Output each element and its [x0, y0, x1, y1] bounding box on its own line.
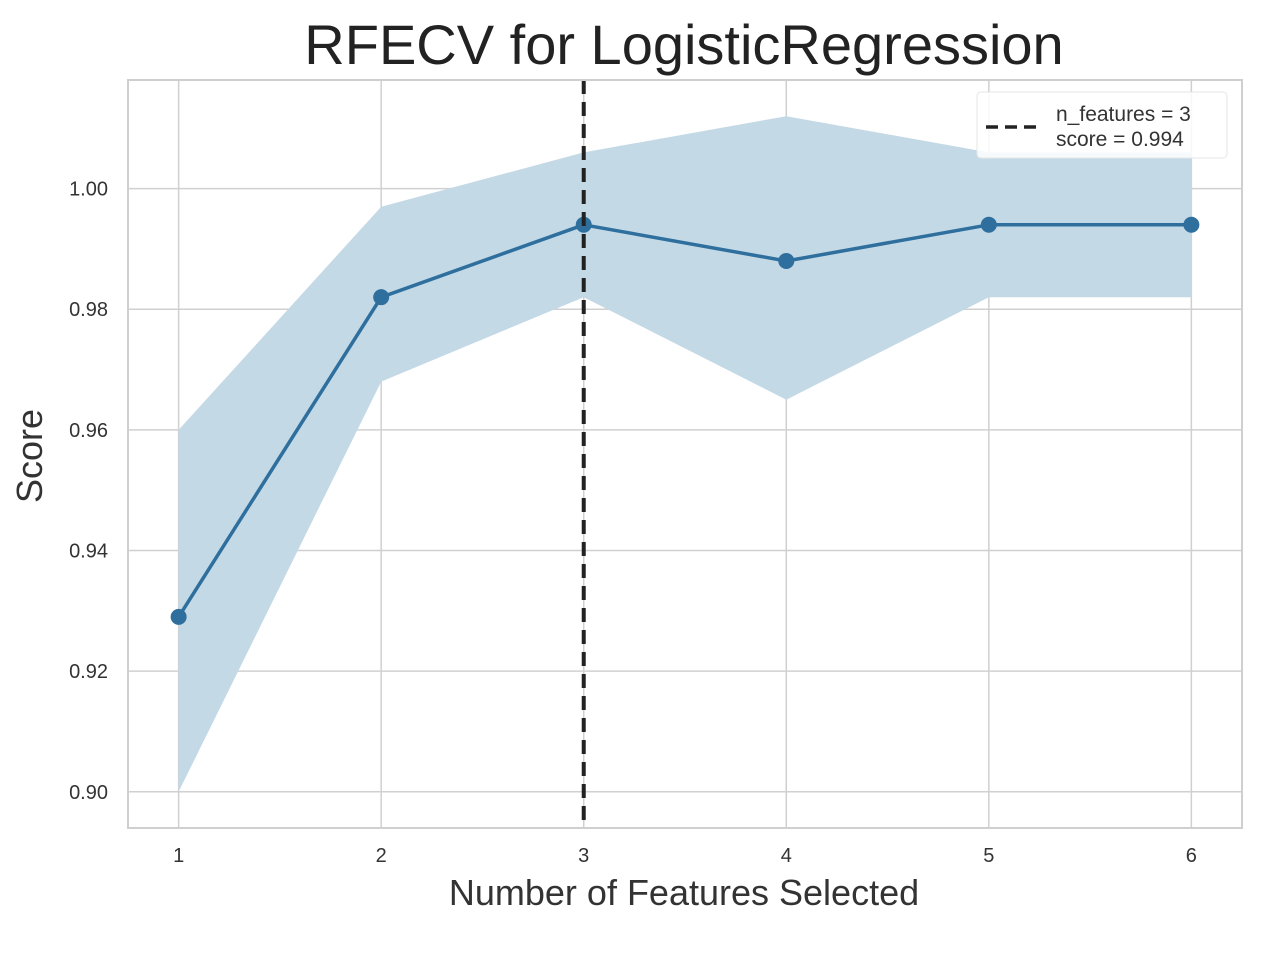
- score-point-2: [373, 289, 390, 306]
- x-tick-label-1: 1: [173, 845, 184, 867]
- y-tick-label-0.90: 0.90: [69, 782, 108, 804]
- y-tick-label-0.98: 0.98: [69, 299, 108, 321]
- legend-box: [976, 91, 1228, 159]
- y-axis-label: Score: [9, 409, 50, 503]
- score-point-1: [170, 608, 187, 625]
- chart-title: RFECV for LogisticRegression: [304, 13, 1063, 76]
- x-tick-label-3: 3: [578, 845, 589, 867]
- x-tick-label-2: 2: [376, 845, 387, 867]
- x-axis-label: Number of Features Selected: [449, 872, 919, 913]
- x-tick-label-5: 5: [983, 845, 994, 867]
- score-point-4: [778, 252, 795, 269]
- legend-label-n-features: n_features = 3: [1056, 103, 1191, 126]
- legend-label-score: score = 0.994: [1056, 128, 1184, 151]
- y-tick-label-0.96: 0.96: [69, 420, 108, 442]
- plot-frame: [127, 79, 1243, 829]
- score-line: [177, 223, 1192, 618]
- y-tick-label-0.92: 0.92: [69, 661, 108, 683]
- y-tick-label-1.00: 1.00: [69, 179, 108, 201]
- x-tick-label-4: 4: [781, 845, 792, 867]
- plot-area: 1 2 3 4 5 6 0.90 0.92 0.94 0.96 0.98 1.00: [69, 79, 1243, 867]
- x-tick-label-6: 6: [1186, 845, 1197, 867]
- legend: n_features = 3 score = 0.994: [976, 91, 1228, 159]
- score-confidence-band: [178, 116, 1192, 792]
- score-point-6: [1183, 216, 1200, 233]
- score-point-5: [980, 216, 997, 233]
- y-tick-label-0.94: 0.94: [69, 541, 108, 563]
